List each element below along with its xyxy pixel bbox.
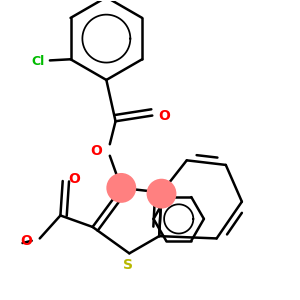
Text: O: O	[68, 172, 80, 186]
Circle shape	[147, 179, 176, 208]
Text: O: O	[20, 234, 32, 248]
Text: Cl: Cl	[32, 55, 45, 68]
Text: O: O	[90, 144, 102, 158]
Circle shape	[106, 173, 136, 203]
Text: O: O	[158, 109, 170, 122]
Text: S: S	[123, 258, 133, 272]
